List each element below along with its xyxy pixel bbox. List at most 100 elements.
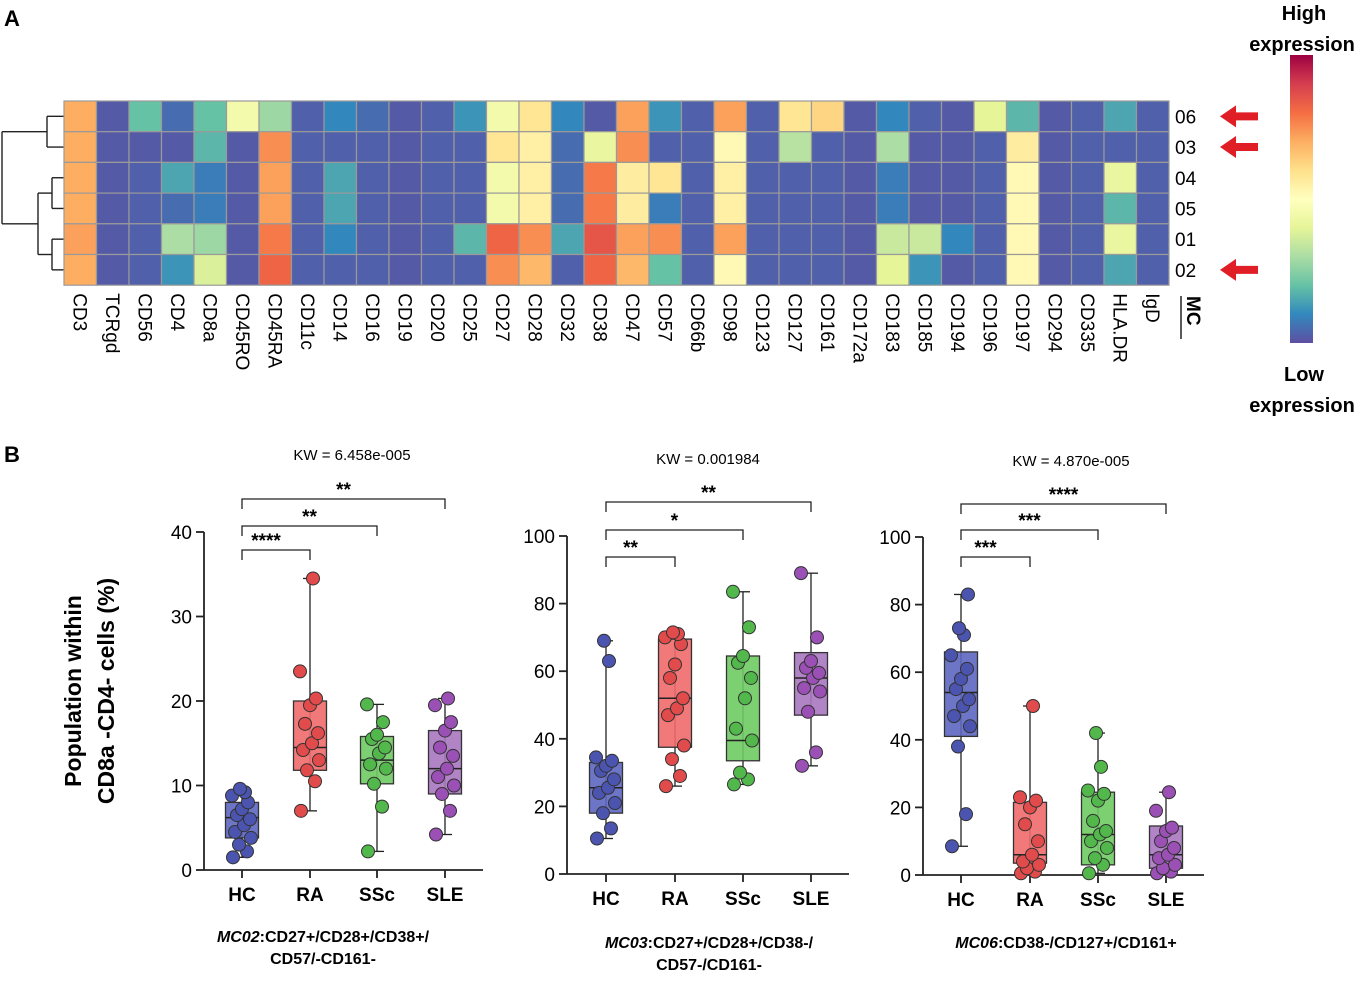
cluster-id: MC02 xyxy=(217,929,260,946)
marker-label: CD45RO xyxy=(231,293,252,370)
heatmap-cell xyxy=(973,223,1008,256)
heatmap-cell xyxy=(1135,161,1170,194)
heatmap-cell xyxy=(420,223,455,256)
heatmap-cell xyxy=(1103,223,1138,256)
heatmap-cell xyxy=(63,131,98,163)
y-tick-label: 20 xyxy=(890,798,911,819)
x-category-label: SLE xyxy=(793,889,830,910)
heatmap-cell xyxy=(648,100,683,133)
heatmap-cell xyxy=(258,223,293,256)
significance-bracket xyxy=(605,501,812,512)
data-point xyxy=(1167,840,1181,855)
heatmap-cell xyxy=(518,253,553,286)
heatmap-cell xyxy=(973,161,1008,194)
data-point xyxy=(1162,785,1176,800)
heatmap-cell xyxy=(778,192,813,225)
heatmap-cell xyxy=(615,100,650,133)
data-point xyxy=(804,654,818,669)
heatmap-cell xyxy=(518,223,553,256)
data-point xyxy=(604,821,618,836)
data-point xyxy=(665,752,679,767)
data-point xyxy=(1089,726,1103,741)
data-point xyxy=(607,772,621,787)
heatmap-cell xyxy=(843,223,878,256)
heatmap-cell xyxy=(713,161,748,194)
marker-label: CD32 xyxy=(556,293,577,342)
heatmap-cell xyxy=(128,223,163,256)
data-point xyxy=(232,837,246,852)
heatmap-cell xyxy=(128,253,163,286)
y-tick-label: 0 xyxy=(900,866,911,887)
y-tick-label: 80 xyxy=(890,596,911,617)
heatmap-cell xyxy=(63,192,98,225)
marker-label: CD185 xyxy=(913,293,934,352)
heatmap-cell xyxy=(843,253,878,286)
heatmap-cell xyxy=(1103,131,1138,163)
heatmap-cell xyxy=(745,223,780,256)
significance-label: *** xyxy=(974,538,997,559)
data-point xyxy=(947,709,961,724)
heatmap-cell xyxy=(745,100,780,133)
marker-label: CD57 xyxy=(653,293,674,342)
data-point xyxy=(446,748,460,763)
heatmap-cell xyxy=(973,253,1008,286)
heatmap-cell xyxy=(1038,192,1073,225)
data-point xyxy=(1026,699,1040,713)
heatmap-cell xyxy=(518,161,553,194)
significance-label: **** xyxy=(251,531,281,552)
heatmap-cell xyxy=(583,253,618,286)
heatmap-cells xyxy=(63,100,1170,286)
heatmap-cell xyxy=(810,223,845,256)
heatmap-cell xyxy=(323,253,358,286)
heatmap-cell xyxy=(388,223,423,256)
heatmap-cell xyxy=(323,131,358,163)
data-point xyxy=(1100,840,1114,855)
heatmap-cell xyxy=(713,131,748,163)
heatmap-cell xyxy=(615,131,650,163)
heatmap-cell xyxy=(1005,223,1040,256)
heatmap-cell xyxy=(95,100,130,133)
data-point xyxy=(733,765,747,780)
heatmap-cell xyxy=(355,161,390,194)
cluster-id: MC03 xyxy=(605,935,648,952)
data-point xyxy=(954,671,968,686)
heatmap-cell xyxy=(778,161,813,194)
heatmap-cell xyxy=(290,100,325,133)
data-point xyxy=(1025,847,1039,862)
heatmap-cell xyxy=(1103,161,1138,194)
heatmap-cell xyxy=(290,192,325,225)
heatmap-cell xyxy=(973,100,1008,133)
significance-label: ** xyxy=(701,483,716,504)
data-point xyxy=(233,781,247,796)
kruskal-wallis-label: KW = 0.001984 xyxy=(656,451,760,468)
heatmap-cell xyxy=(355,223,390,256)
data-point xyxy=(602,654,616,669)
heatmap-cell xyxy=(648,131,683,163)
data-point xyxy=(963,719,977,734)
heatmap-cell xyxy=(583,100,618,133)
heatmap-cell xyxy=(648,253,683,286)
heatmap-cell xyxy=(128,100,163,133)
heatmap-cell xyxy=(583,192,618,225)
heatmap-cell xyxy=(95,131,130,163)
heatmap-cell xyxy=(193,131,228,163)
significance-bracket xyxy=(960,556,1031,567)
marker-label: CD294 xyxy=(1043,293,1064,353)
heatmap-cell xyxy=(973,192,1008,225)
data-point xyxy=(1099,824,1113,839)
heatmap-cell xyxy=(1103,100,1138,133)
marker-label: CD98 xyxy=(718,293,739,342)
data-point xyxy=(1086,813,1100,828)
data-point xyxy=(668,657,682,672)
data-point xyxy=(433,740,447,755)
heatmap-cell xyxy=(550,100,585,133)
data-point xyxy=(589,750,603,765)
data-point xyxy=(745,733,759,748)
heatmap-cell xyxy=(875,253,910,286)
heatmap-cell xyxy=(875,100,910,133)
data-point xyxy=(608,796,622,811)
x-category-label: RA xyxy=(296,885,324,906)
marker-label: CD4 xyxy=(166,293,187,331)
heatmap-cell xyxy=(355,131,390,163)
